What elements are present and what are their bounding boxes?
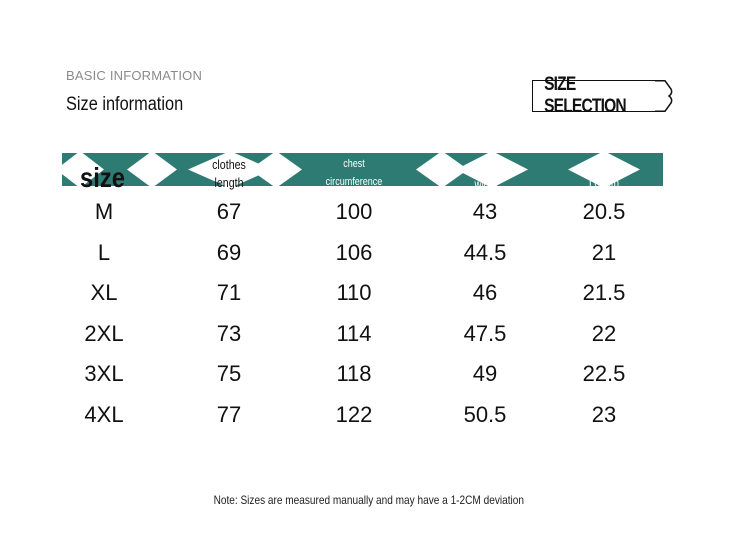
eyebrow-label: BASIC INFORMATION bbox=[66, 68, 203, 83]
cell-sleeve: 22 bbox=[591, 320, 617, 346]
cell-clothes-length: 75 bbox=[216, 361, 242, 387]
cell-chest: 114 bbox=[336, 320, 372, 346]
cell-clothes-length: 73 bbox=[216, 320, 242, 346]
cell-clothes-length: 71 bbox=[216, 280, 242, 306]
cell-shoulder: 44.5 bbox=[463, 239, 507, 265]
header-diamond-length bbox=[188, 153, 272, 186]
cell-shoulder: 47.5 bbox=[463, 320, 507, 346]
cell-sleeve: 20.5 bbox=[582, 199, 626, 224]
column-header-line: length bbox=[214, 175, 244, 190]
cell-shoulder: 49 bbox=[472, 361, 498, 387]
badge-arrow-tip bbox=[655, 80, 673, 112]
column-header-shoulder-width: shoulder width bbox=[453, 157, 519, 193]
page-title: Size information bbox=[66, 94, 184, 115]
measurement-note: Note: Sizes are measured manually and ma… bbox=[0, 493, 737, 507]
cell-size: 2XL bbox=[84, 320, 124, 346]
size-selection-badge: SIZE SELECTION bbox=[532, 74, 656, 117]
size-table-body: M 67 100 43 20.5 L 69 106 44.5 21 XL 71 … bbox=[0, 192, 750, 436]
cell-chest: 100 bbox=[335, 199, 373, 224]
cell-size: M bbox=[94, 199, 114, 224]
cell-size: 3XL bbox=[84, 361, 124, 387]
cell-sleeve: 22.5 bbox=[582, 361, 626, 387]
cell-clothes-length: 69 bbox=[216, 239, 242, 265]
cell-sleeve: 21 bbox=[591, 239, 617, 265]
cell-clothes-length: 77 bbox=[216, 401, 242, 427]
column-header-line: clothes bbox=[212, 157, 246, 172]
cell-size: 4XL bbox=[84, 401, 124, 427]
cell-chest: 106 bbox=[335, 239, 373, 265]
header-diamond-sleeve bbox=[568, 153, 640, 186]
size-selection-label: SIZE SELECTION bbox=[544, 74, 627, 117]
table-row: XL 71 110 46 21.5 bbox=[0, 273, 750, 314]
table-row: M 67 100 43 20.5 bbox=[0, 192, 750, 233]
column-header-line: Length bbox=[588, 176, 620, 190]
column-header-sleeve-length: Sleeve Length bbox=[579, 156, 628, 192]
cell-chest: 122 bbox=[335, 401, 373, 427]
table-row: L 69 106 44.5 21 bbox=[0, 233, 750, 274]
table-header-band bbox=[62, 153, 663, 186]
cell-shoulder: 43 bbox=[472, 199, 498, 224]
cell-chest: 118 bbox=[336, 361, 372, 387]
cell-size: L bbox=[97, 239, 111, 265]
cell-shoulder: 46 bbox=[472, 280, 498, 306]
column-header-line: Sleeve bbox=[588, 158, 620, 172]
table-row: 2XL 73 114 47.5 22 bbox=[0, 314, 750, 355]
header-diamond-size bbox=[127, 153, 177, 186]
cell-chest: 110 bbox=[336, 280, 372, 306]
cell-size: XL bbox=[90, 280, 118, 306]
column-header-line: shoulder bbox=[467, 159, 505, 173]
column-header-line: chest bbox=[343, 158, 365, 170]
cell-sleeve: 23 bbox=[591, 401, 617, 427]
column-header-chest-circumference: chest circumference bbox=[313, 155, 395, 191]
table-row: 3XL 75 118 49 22.5 bbox=[0, 354, 750, 395]
column-header-line: width bbox=[474, 177, 498, 191]
measurement-note-text: Note: Sizes are measured manually and ma… bbox=[213, 493, 524, 507]
cell-sleeve: 21.5 bbox=[582, 280, 626, 306]
header-diamond-shoulder bbox=[416, 153, 468, 186]
column-header-clothes-length: clothes length bbox=[204, 156, 253, 192]
column-header-line: circumference bbox=[325, 176, 383, 188]
column-header-size: size bbox=[80, 162, 125, 193]
cell-shoulder: 50.5 bbox=[463, 401, 507, 427]
table-row: 4XL 77 122 50.5 23 bbox=[0, 395, 750, 436]
cell-clothes-length: 67 bbox=[216, 199, 242, 224]
